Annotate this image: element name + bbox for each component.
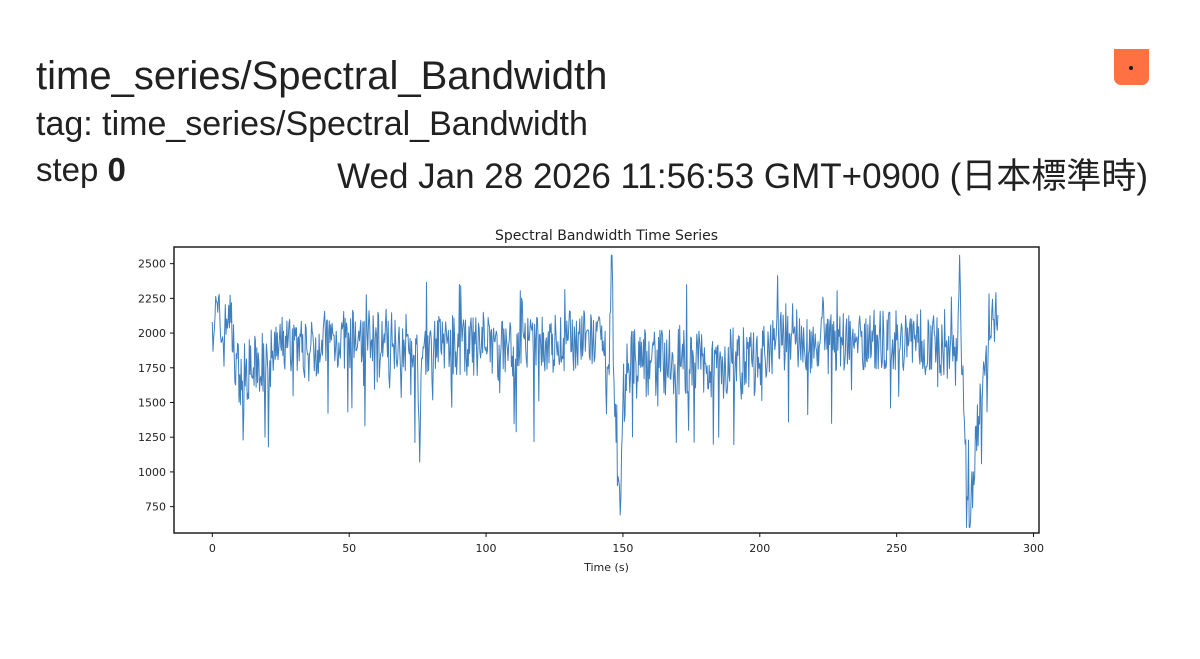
x-tick-label: 150	[612, 542, 633, 555]
tag-label: tag: time_series/Spectral_Bandwidth	[36, 105, 588, 143]
chart-title: Spectral Bandwidth Time Series	[495, 228, 718, 244]
step-label: step	[36, 151, 99, 188]
y-tick-label: 2500	[138, 258, 166, 271]
series-line-0	[211, 254, 999, 528]
x-tick-label: 250	[886, 542, 907, 555]
y-tick-label: 750	[145, 501, 166, 514]
card-title: time_series/Spectral_Bandwidth	[36, 54, 608, 98]
x-tick-label: 0	[209, 542, 216, 555]
y-axis: 750 1000 1250 1500 1750 2000 2250 2500	[138, 258, 174, 514]
y-tick-label: 2250	[138, 292, 166, 305]
y-tick-label: 1250	[138, 431, 166, 444]
series-layer	[211, 254, 999, 528]
y-tick-label: 1500	[138, 396, 166, 409]
x-tick-label: 100	[476, 542, 497, 555]
step-indicator: step 0	[36, 150, 126, 190]
x-tick-label: 50	[342, 542, 356, 555]
step-value: 0	[107, 151, 126, 188]
pin-icon	[1129, 66, 1133, 70]
x-tick-label: 300	[1023, 542, 1044, 555]
y-tick-label: 1000	[138, 466, 166, 479]
x-tick-label: 200	[749, 542, 770, 555]
pin-button[interactable]	[1114, 49, 1149, 85]
x-axis-label: Time (s)	[583, 561, 629, 574]
wall-time: Wed Jan 28 2026 11:56:53 GMT+0900 (日本標準時…	[337, 157, 1148, 196]
x-axis: 0 50 100 150 200 250 300	[209, 533, 1044, 555]
y-tick-label: 1750	[138, 362, 166, 375]
plot-frame	[173, 246, 1040, 534]
y-tick-label: 2000	[138, 327, 166, 340]
